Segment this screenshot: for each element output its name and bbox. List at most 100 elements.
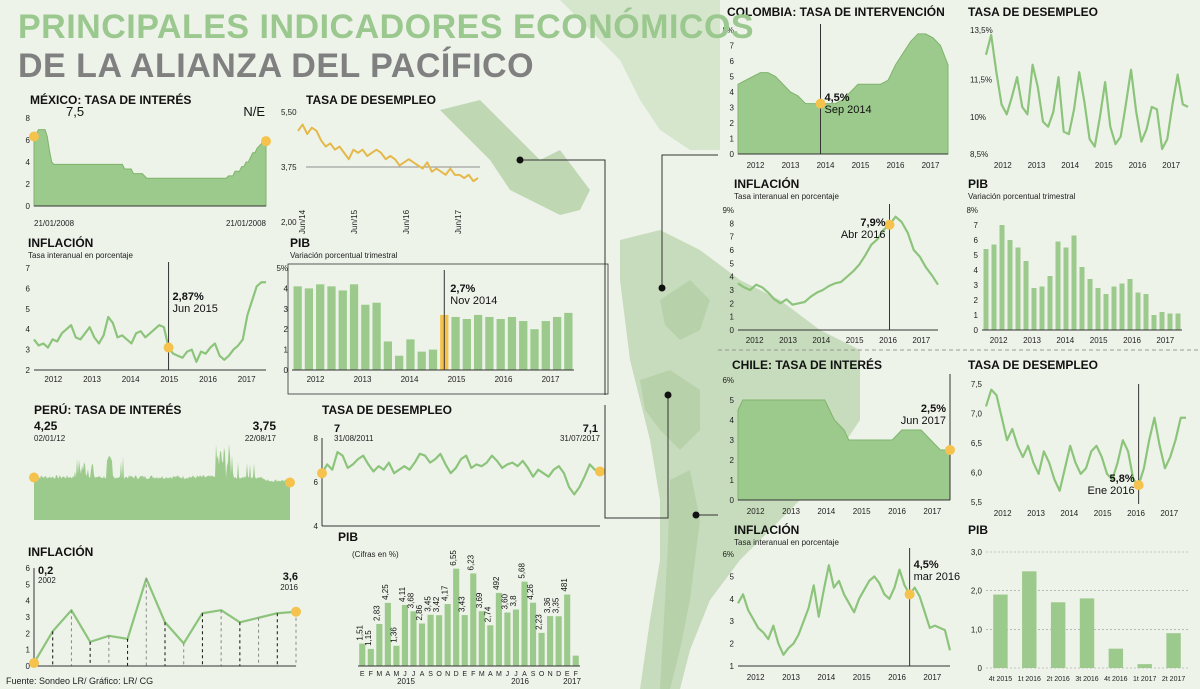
mx_pib-bar xyxy=(462,319,471,370)
pe_pib-month-label: A xyxy=(522,671,527,678)
pe_pib-month-label: A xyxy=(420,671,425,678)
co_pib-bar xyxy=(1047,276,1053,330)
cl_unemp-ytick: 7,0 xyxy=(971,410,983,419)
mx_infl-ytick: 7 xyxy=(26,264,31,273)
mx_infl-xlabel: 2012 xyxy=(44,375,62,384)
pe_unemp-start-value: 7 xyxy=(334,423,340,435)
pe_unemp-ytick: 4 xyxy=(314,522,319,531)
main-title-line2: DE LA ALIANZA DEL PACÍFICO xyxy=(18,47,535,85)
mx_rate-ytick: 4 xyxy=(26,158,31,167)
pe_pib-year-label: 2017 xyxy=(563,677,581,686)
pe_rate-end-marker xyxy=(285,477,295,488)
co_pib-xlabel: 2016 xyxy=(1123,336,1141,345)
co_rate-ytick: 3 xyxy=(730,104,735,113)
mx_pib-title: PIB xyxy=(290,236,310,250)
pe_pib-data-label: 3,35 xyxy=(552,597,561,613)
cl_pib-xlabel: 3t 2016 xyxy=(1075,676,1098,683)
mx_rate-ytick: 8 xyxy=(26,114,31,123)
cl_pib-xlabel: 1t 2016 xyxy=(1018,676,1041,683)
pe_unemp-start-marker xyxy=(317,468,327,479)
co_rate-ytick: 8% xyxy=(722,26,734,35)
pe_pib-month-label: F xyxy=(471,671,475,678)
mx_pib-xlabel: 2015 xyxy=(448,375,466,384)
cl_pib-ytick: 3,0 xyxy=(971,548,983,557)
mx_pib-xlabel: 2013 xyxy=(354,375,372,384)
co_infl-annotation-value: 7,9% xyxy=(860,217,885,229)
pe_pib-data-label: 6,23 xyxy=(466,554,475,570)
co_pib-bar xyxy=(1079,267,1085,330)
pe_infl-end-marker xyxy=(291,606,301,617)
pe_pib-month-label: J xyxy=(514,671,518,678)
mx_pib-annotation-value: 2,7% xyxy=(450,283,475,295)
cl_pib-ytick: 1,0 xyxy=(971,625,983,634)
pe_rate-end-date: 22/08/17 xyxy=(245,434,277,443)
pe_pib-data-label: 5,68 xyxy=(518,562,527,578)
co_pib-ytick: 1 xyxy=(974,311,979,320)
pe_pib-bar xyxy=(504,612,511,666)
co_unemp-ytick: 13,5% xyxy=(970,26,993,35)
pe_pib-bar xyxy=(470,573,477,666)
cl_infl-ytick: 3 xyxy=(730,617,735,626)
pe_rate-start-value: 4,25 xyxy=(34,419,58,433)
pe_pib-month-label: M xyxy=(479,671,485,678)
cl_pib-title: PIB xyxy=(968,523,988,537)
co_rate-area xyxy=(737,33,949,155)
cl_pib-bar xyxy=(1050,602,1066,668)
mx_pib-bar xyxy=(304,288,314,370)
pe_pib-bar xyxy=(564,594,571,666)
co_pib-bar xyxy=(1087,279,1093,330)
mx_infl-ytick: 4 xyxy=(26,325,31,334)
mx_pib-ytick: 3 xyxy=(284,305,289,314)
cl_pib-xlabel: 4t 2016 xyxy=(1104,676,1127,683)
co_rate-xlabel: 2016 xyxy=(887,161,905,170)
cl_rate-ytick: 5 xyxy=(730,396,735,405)
pe_pib-data-label: 3,8 xyxy=(509,595,518,607)
mx_rate-start-marker xyxy=(29,131,39,142)
co_infl-xlabel: 2012 xyxy=(746,336,764,345)
co_unemp-xlabel: 2015 xyxy=(1095,161,1113,170)
pe_pib-data-label: 2,83 xyxy=(372,605,381,621)
pe_pib-year-label: 2015 xyxy=(397,677,415,686)
pe_pib-month-label: A xyxy=(386,671,391,678)
map-markers xyxy=(516,156,700,519)
mx_infl-xlabel: 2015 xyxy=(160,375,178,384)
cl_infl-xlabel: 2013 xyxy=(782,673,800,682)
mx_pib-bar xyxy=(417,351,426,370)
pe_pib-data-label: 6,55 xyxy=(449,550,458,566)
mx_pib-bar xyxy=(349,284,359,370)
pe_pib-title: PIB xyxy=(338,530,358,544)
co_infl-ytick: 8 xyxy=(730,219,735,228)
mx_infl-xlabel: 2013 xyxy=(83,375,101,384)
co_infl-ytick: 7 xyxy=(730,233,735,242)
mx_rate-x-end: 21/01/2008 xyxy=(226,219,267,228)
co_unemp-xlabel: 2017 xyxy=(1162,161,1180,170)
cl_infl-xlabel: 2014 xyxy=(817,673,835,682)
pe_pib-bar xyxy=(487,625,494,666)
mx_infl-subtitle: Tasa interanual en porcentaje xyxy=(28,251,134,260)
mx_pib-bar xyxy=(451,316,460,370)
co_pib-bar xyxy=(1159,312,1165,330)
mx_unemp-xlabel: Jun/16 xyxy=(402,209,411,234)
pe_pib-data-label: 3,45 xyxy=(424,596,433,612)
co_infl-ytick: 4 xyxy=(730,273,735,282)
pe_pib-month-label: J xyxy=(506,671,510,678)
mx_infl-xlabel: 2017 xyxy=(238,375,256,384)
pe_pib-month-label: E xyxy=(462,671,467,678)
pe_pib-bar xyxy=(418,623,426,666)
pe_rate-start-date: 02/01/12 xyxy=(34,434,66,443)
mx_pib-bar xyxy=(485,316,494,370)
co_infl-series-line xyxy=(737,215,939,306)
mx_unemp-xlabel: Jun/14 xyxy=(298,209,307,234)
cl_infl-ytick: 1 xyxy=(730,662,735,671)
co_pib-ytick: 4 xyxy=(974,266,979,275)
mx_infl-annotation-marker xyxy=(163,342,174,353)
pe_pib-bar xyxy=(436,615,443,666)
pe_pib-bar xyxy=(555,616,562,666)
co_pib-subtitle: Variación porcentual trimestral xyxy=(968,192,1076,201)
co_pib-xlabel: 2012 xyxy=(990,336,1008,345)
co_infl-subtitle: Tasa interanual en porcentaje xyxy=(734,192,840,201)
co_rate-xlabel: 2013 xyxy=(782,161,800,170)
pe_pib-data-label: 3,68 xyxy=(407,592,416,608)
cl_rate-ytick: 2 xyxy=(730,456,735,465)
mx_pib-bar xyxy=(316,284,325,370)
